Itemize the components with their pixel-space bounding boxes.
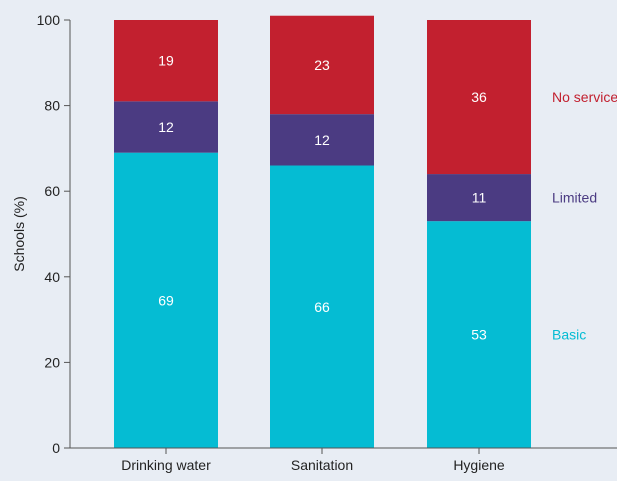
data-label: 66 [314, 299, 330, 315]
data-label: 19 [158, 53, 174, 69]
bar-hygiene-limited [427, 174, 531, 222]
y-tick-label: 60 [44, 183, 60, 199]
bar-drinking-water-no-service [114, 20, 218, 102]
data-label: 69 [158, 292, 174, 308]
y-tick-label: 0 [52, 440, 60, 456]
data-label: 11 [472, 190, 487, 206]
y-tick-label: 100 [37, 12, 61, 28]
bar-drinking-water-basic [114, 152, 218, 448]
x-tick-label: Drinking water [121, 457, 211, 473]
legend: Basic Limited No service [552, 89, 617, 343]
legend-entry: No service [552, 89, 617, 105]
data-label: 53 [471, 327, 487, 343]
y-tick-label: 40 [44, 269, 60, 285]
x-tick-label: Hygiene [453, 457, 505, 473]
bar-sanitation-limited [270, 114, 374, 166]
y-tick-label: 80 [44, 98, 60, 114]
data-label: 23 [314, 57, 330, 73]
legend-entry: Limited [552, 190, 597, 206]
y-axis: 0 20 40 60 80 100 [37, 12, 71, 456]
x-tick-label: Sanitation [291, 457, 353, 473]
x-axis: Drinking water Sanitation Hygiene [70, 447, 617, 473]
bar-sanitation-basic [270, 165, 374, 448]
y-axis-label: Schools (%) [11, 196, 27, 271]
legend-entry: Basic [552, 327, 586, 343]
bar-hygiene-no-service [427, 20, 531, 175]
bars: 69 12 19 66 12 23 53 11 36 [114, 15, 531, 448]
bar-drinking-water-limited [114, 101, 218, 153]
bar-sanitation-no-service [270, 15, 374, 115]
data-label: 12 [314, 132, 330, 148]
y-tick-label: 20 [44, 354, 60, 370]
bar-hygiene-basic [427, 221, 531, 448]
data-label: 36 [471, 89, 487, 105]
data-label: 12 [158, 119, 174, 135]
